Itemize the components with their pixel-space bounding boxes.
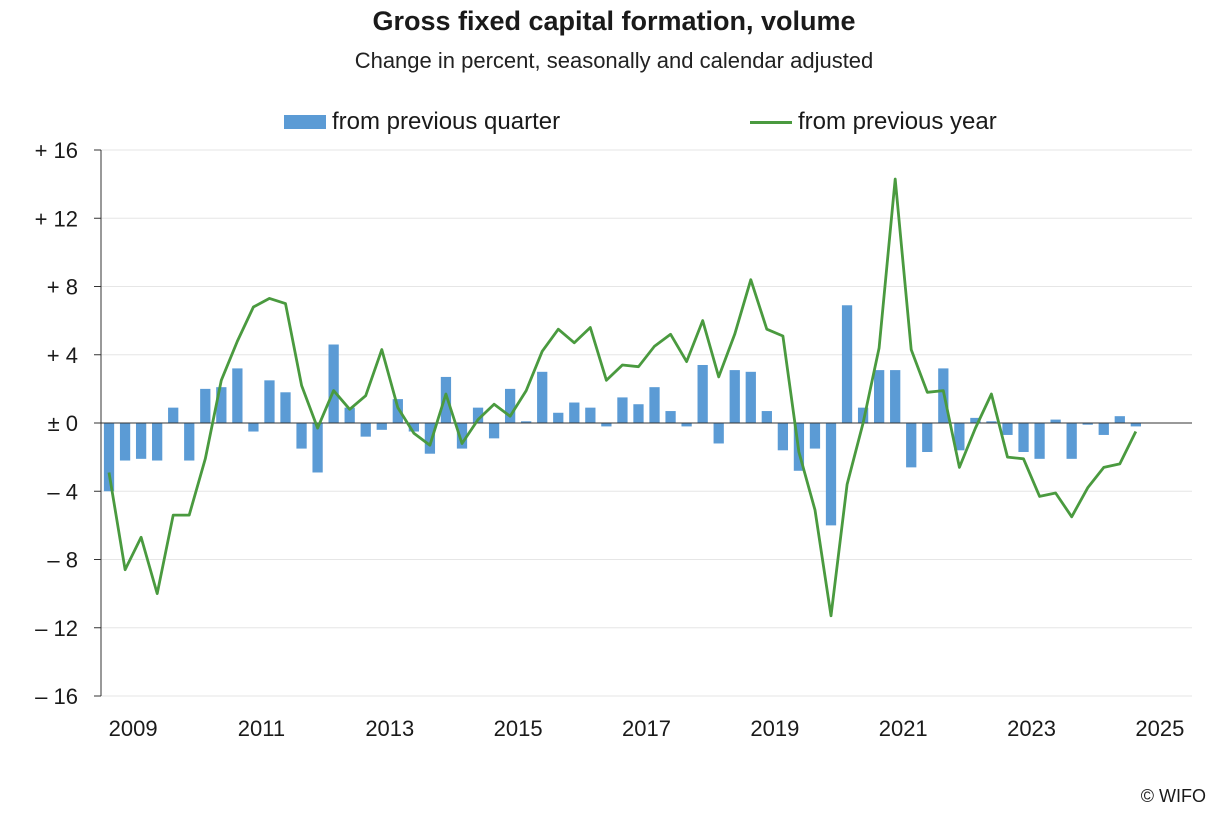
legend-label-quarter: from previous quarter (332, 108, 561, 135)
x-tick-label: 2009 (109, 716, 158, 741)
bar-quarter (456, 423, 468, 449)
bar-quarter (168, 407, 179, 423)
bar-quarter (440, 376, 452, 423)
bar-quarter (216, 387, 227, 423)
bar-quarter (857, 407, 869, 423)
y-tick-label: + 4 (47, 343, 78, 368)
bar-quarter (1018, 423, 1029, 453)
x-tick-label: 2015 (494, 716, 543, 741)
bar-quarter (633, 404, 644, 423)
bar-quarter (119, 423, 131, 461)
bar-quarter (601, 423, 612, 427)
bar-quarter (713, 423, 724, 444)
x-tick-label: 2013 (365, 716, 414, 741)
y-tick-label: – 16 (35, 684, 78, 709)
bar-quarter (360, 423, 371, 437)
chart-subtitle: Change in percent, seasonally and calend… (354, 48, 874, 73)
bar-quarter (392, 399, 403, 423)
x-tick-label: 2025 (1135, 716, 1184, 741)
y-tick-label: – 4 (47, 479, 78, 504)
bar-quarter (681, 423, 692, 427)
bar-quarter (777, 423, 789, 451)
bar-quarter (472, 407, 484, 423)
bar-quarter (906, 423, 917, 468)
bar-quarter (328, 344, 339, 423)
bar-quarter (1066, 423, 1077, 459)
bar-quarter (986, 421, 997, 423)
legend-line-swatch (750, 120, 792, 124)
bar-quarter (1098, 423, 1109, 435)
bar-quarter (954, 423, 965, 451)
bar-quarter (745, 371, 756, 423)
bar-quarter (874, 370, 885, 423)
bar-quarter (1114, 416, 1125, 423)
bar-quarter (761, 411, 772, 423)
bar-quarter (569, 402, 580, 423)
bar-quarter (1130, 423, 1141, 427)
y-tick-label: ± 0 (48, 411, 78, 436)
bar-quarter (376, 423, 387, 430)
bar-quarter (200, 388, 211, 423)
bar-quarter (825, 423, 837, 526)
bar-quarter (970, 417, 981, 423)
bar-quarter (264, 380, 275, 423)
bar-quarter (890, 370, 901, 423)
y-tick-label: – 12 (35, 616, 78, 641)
bar-quarter (280, 392, 291, 423)
bar-quarter (553, 412, 564, 423)
chart-title: Gross fixed capital formation, volume (372, 6, 856, 36)
x-tick-label: 2017 (622, 716, 671, 741)
bar-quarter (504, 388, 516, 423)
bar-quarter (521, 421, 532, 423)
y-tick-label: + 12 (35, 206, 78, 231)
legend-bar-swatch (284, 115, 326, 129)
bar-quarter (296, 423, 307, 449)
x-tick-label: 2023 (1007, 716, 1056, 741)
bar-quarter (665, 411, 676, 423)
bar-quarter (809, 423, 821, 449)
bar-quarter (729, 370, 740, 423)
line-year (107, 177, 1138, 618)
bar-quarter (841, 305, 853, 423)
bar-quarter (922, 423, 933, 453)
bar-quarter (585, 407, 596, 423)
bar-quarter (408, 423, 419, 432)
y-tick-label: + 8 (47, 275, 78, 300)
bar-quarter (248, 423, 259, 432)
y-tick-label: + 16 (35, 138, 78, 163)
bar-quarter (152, 423, 163, 461)
x-tick-label: 2021 (879, 716, 928, 741)
bar-quarter (649, 387, 660, 423)
copyright: © WIFO (1140, 786, 1206, 806)
x-tick-label: 2019 (750, 716, 799, 741)
y-tick-label: – 8 (47, 548, 78, 573)
bar-quarter (488, 423, 500, 439)
bar-quarter (424, 423, 436, 454)
bar-quarter (135, 423, 147, 459)
bar-quarter (1034, 423, 1045, 459)
bar-quarter (537, 371, 548, 423)
bar-quarter (617, 397, 628, 423)
bar-quarter (184, 423, 195, 461)
legend-label-year: from previous year (798, 108, 997, 135)
bar-quarter (1002, 423, 1013, 435)
bar-quarter (1082, 423, 1093, 425)
bar-quarter (103, 423, 115, 492)
bar-quarter (232, 368, 243, 423)
x-tick-label: 2011 (238, 716, 285, 741)
bar-quarter (1050, 419, 1061, 423)
legend: from previous quarter from previous year (0, 108, 1228, 138)
bar-quarter (697, 364, 708, 423)
bar-quarter (344, 407, 355, 423)
legend-item-quarter: from previous quarter (284, 108, 560, 136)
bar-quarter (312, 423, 323, 473)
legend-item-year: from previous year (750, 108, 997, 136)
